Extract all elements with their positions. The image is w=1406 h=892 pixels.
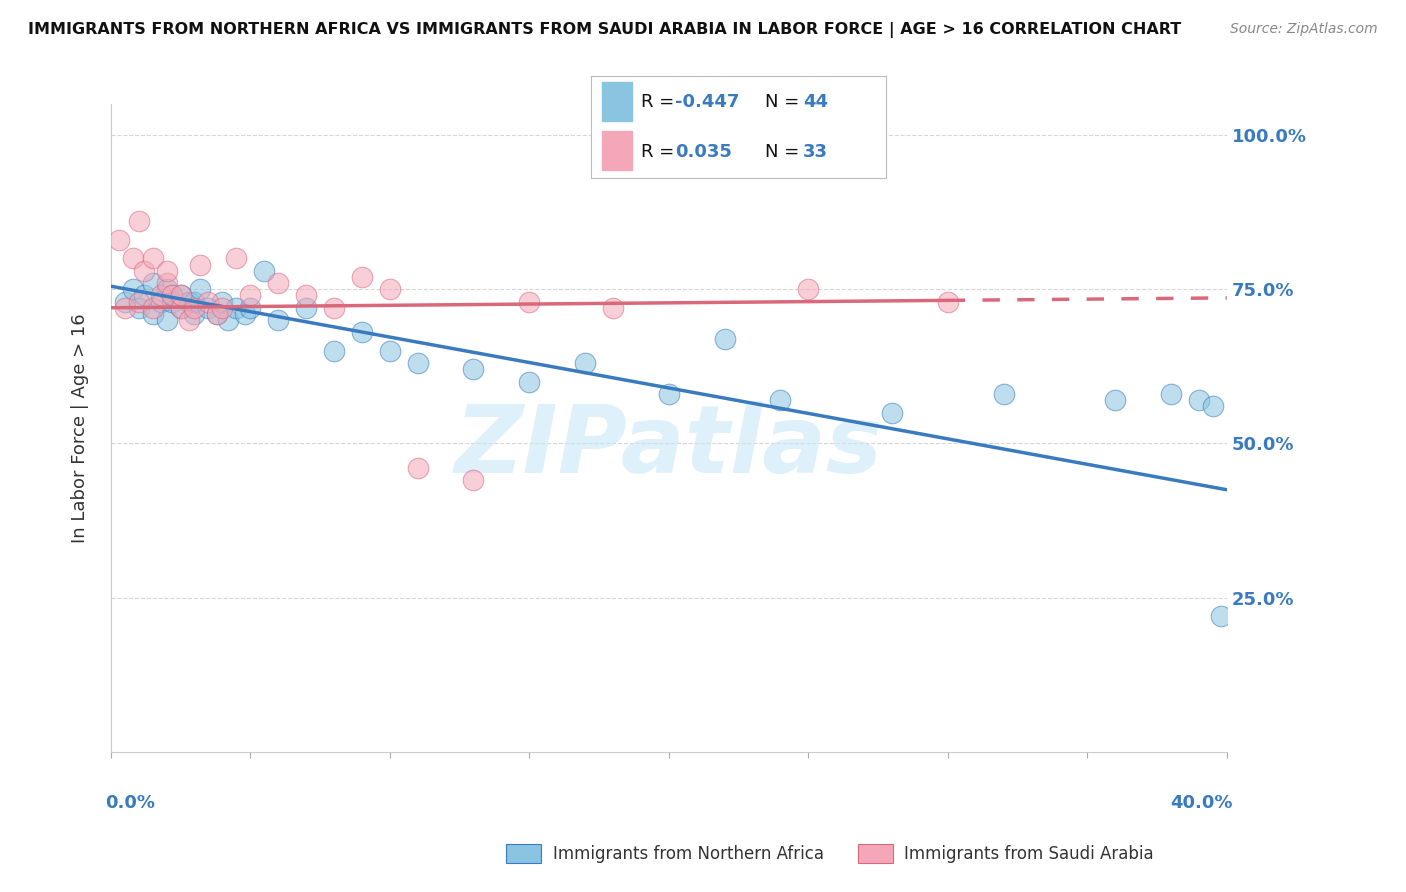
Point: [225, 301, 247, 315]
Point: [169, 288, 191, 302]
Point: [239, 301, 262, 315]
Point: [267, 313, 290, 327]
Point: [797, 282, 820, 296]
Text: -0.447: -0.447: [675, 94, 740, 112]
Point: [155, 264, 177, 278]
Text: 44: 44: [803, 94, 828, 112]
Point: [602, 301, 624, 315]
Point: [169, 301, 191, 315]
Point: [197, 294, 219, 309]
Point: [1211, 609, 1233, 624]
Point: [160, 288, 183, 302]
Point: [574, 356, 596, 370]
Point: [160, 294, 183, 309]
Point: [378, 343, 401, 358]
Point: [108, 233, 131, 247]
Point: [1104, 393, 1126, 408]
Point: [150, 294, 173, 309]
Point: [323, 343, 346, 358]
Point: [128, 301, 150, 315]
Point: [142, 276, 165, 290]
Point: [183, 301, 205, 315]
Point: [169, 301, 191, 315]
Point: [295, 288, 318, 302]
Text: ZIPatlas: ZIPatlas: [454, 401, 883, 493]
Point: [205, 307, 228, 321]
Point: [517, 294, 540, 309]
Point: [517, 375, 540, 389]
Point: [188, 282, 211, 296]
Point: [142, 301, 165, 315]
Point: [463, 362, 485, 376]
Text: IMMIGRANTS FROM NORTHERN AFRICA VS IMMIGRANTS FROM SAUDI ARABIA IN LABOR FORCE |: IMMIGRANTS FROM NORTHERN AFRICA VS IMMIG…: [28, 22, 1181, 38]
Text: 33: 33: [803, 143, 828, 161]
Point: [1160, 387, 1182, 401]
Point: [160, 288, 183, 302]
Point: [378, 282, 401, 296]
Point: [188, 258, 211, 272]
Point: [142, 252, 165, 266]
Text: 0.035: 0.035: [675, 143, 731, 161]
Point: [239, 288, 262, 302]
Point: [142, 307, 165, 321]
Point: [177, 294, 200, 309]
Point: [225, 252, 247, 266]
Point: [205, 307, 228, 321]
Text: N =: N =: [765, 143, 804, 161]
Text: N =: N =: [765, 94, 804, 112]
Point: [658, 387, 681, 401]
Point: [177, 313, 200, 327]
Bar: [602, 82, 631, 121]
Point: [211, 294, 233, 309]
Bar: [602, 131, 631, 170]
Point: [183, 294, 205, 309]
Point: [114, 294, 136, 309]
Text: 0.0%: 0.0%: [105, 794, 155, 812]
Point: [880, 406, 903, 420]
Point: [169, 288, 191, 302]
Point: [936, 294, 959, 309]
Text: 40.0%: 40.0%: [1170, 794, 1232, 812]
Point: [128, 294, 150, 309]
Point: [211, 301, 233, 315]
Text: Source: ZipAtlas.com: Source: ZipAtlas.com: [1230, 22, 1378, 37]
Point: [155, 276, 177, 290]
Point: [114, 301, 136, 315]
Point: [155, 282, 177, 296]
Text: Immigrants from Saudi Arabia: Immigrants from Saudi Arabia: [904, 845, 1154, 863]
Point: [217, 313, 239, 327]
Point: [295, 301, 318, 315]
Point: [323, 301, 346, 315]
Point: [350, 269, 373, 284]
Point: [150, 288, 173, 302]
Point: [406, 461, 429, 475]
Point: [406, 356, 429, 370]
Text: R =: R =: [641, 94, 679, 112]
Point: [350, 326, 373, 340]
Point: [463, 474, 485, 488]
Y-axis label: In Labor Force | Age > 16: In Labor Force | Age > 16: [72, 313, 89, 543]
Text: R =: R =: [641, 143, 686, 161]
Point: [769, 393, 792, 408]
Point: [1202, 400, 1225, 414]
Text: Immigrants from Northern Africa: Immigrants from Northern Africa: [553, 845, 824, 863]
Point: [233, 307, 256, 321]
Point: [183, 307, 205, 321]
Point: [1188, 393, 1211, 408]
Point: [128, 214, 150, 228]
Point: [134, 264, 156, 278]
Point: [993, 387, 1015, 401]
Point: [253, 264, 276, 278]
Point: [713, 332, 735, 346]
Point: [197, 301, 219, 315]
Point: [267, 276, 290, 290]
Point: [122, 252, 145, 266]
Point: [122, 282, 145, 296]
Point: [134, 288, 156, 302]
Point: [155, 313, 177, 327]
